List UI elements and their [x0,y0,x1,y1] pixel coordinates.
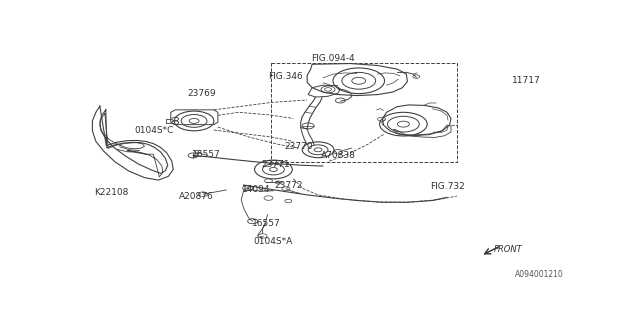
Text: 0104S*A: 0104S*A [254,237,293,246]
Text: 23771: 23771 [262,160,290,169]
Text: 23772: 23772 [274,180,303,189]
Text: A70838: A70838 [321,151,355,160]
Text: A094001210: A094001210 [515,270,564,279]
Text: K22108: K22108 [94,188,129,197]
Text: FIG.094-4: FIG.094-4 [311,54,355,63]
Text: 14094: 14094 [242,185,270,194]
Text: A20876: A20876 [179,192,214,201]
Text: 23770: 23770 [284,142,312,151]
Text: 16557: 16557 [252,219,280,228]
Text: FIG.732: FIG.732 [429,182,465,191]
Text: 23769: 23769 [188,89,216,98]
Text: FIG.346: FIG.346 [268,72,303,81]
Text: 11717: 11717 [511,76,540,85]
Text: 16557: 16557 [192,150,221,159]
Text: FRONT: FRONT [494,245,523,254]
Text: 0104S*C: 0104S*C [134,126,174,135]
